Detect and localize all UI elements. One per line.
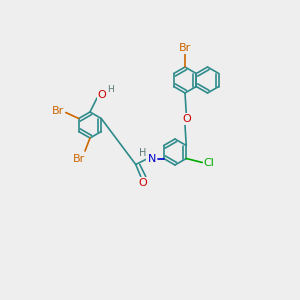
Text: Br: Br: [179, 43, 191, 53]
Text: Cl: Cl: [204, 158, 215, 167]
Text: H: H: [108, 85, 114, 94]
Text: O: O: [182, 114, 191, 124]
Text: O: O: [138, 178, 147, 188]
Text: O: O: [98, 90, 106, 100]
Text: Br: Br: [73, 154, 85, 164]
Text: Br: Br: [52, 106, 64, 116]
Text: N: N: [148, 154, 156, 164]
Text: H: H: [139, 148, 146, 158]
